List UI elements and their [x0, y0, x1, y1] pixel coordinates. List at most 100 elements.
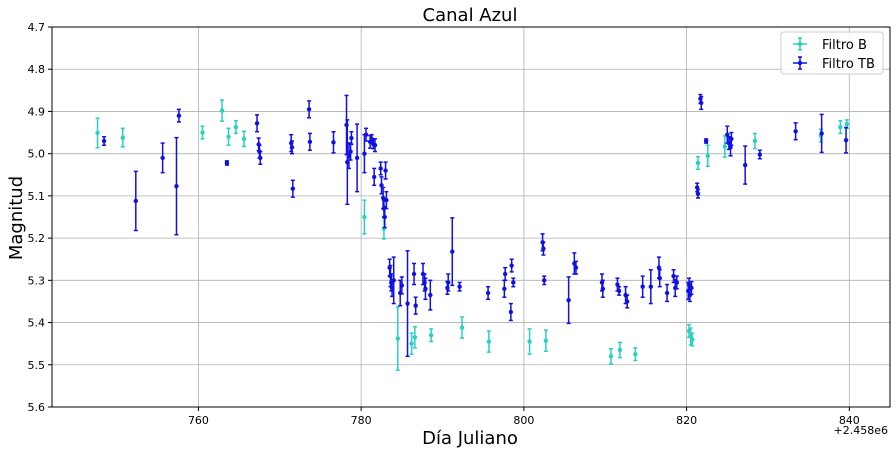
data-point [349, 135, 354, 141]
data-point [331, 140, 336, 145]
legend-marker-point [797, 41, 803, 47]
data-point [674, 280, 680, 285]
data-point [573, 265, 579, 270]
data-point [428, 292, 433, 298]
data-point [752, 138, 758, 144]
data-point [391, 278, 396, 283]
data-point [133, 198, 138, 204]
data-point [258, 155, 263, 161]
data-point [509, 263, 514, 268]
data-point [664, 290, 670, 296]
x-axis-label: Día Juliano [422, 428, 518, 449]
data-point [384, 197, 389, 203]
data-point [120, 135, 125, 140]
data-point [695, 160, 701, 166]
data-point [694, 185, 700, 190]
data-point [690, 337, 695, 342]
legend: Filtro B Filtro TB [780, 31, 884, 75]
y-axis-label: Magnitud [6, 176, 27, 260]
data-point [608, 354, 614, 359]
data-point [615, 282, 620, 287]
data-point [656, 265, 662, 270]
data-point [290, 186, 296, 191]
data-point [383, 168, 388, 173]
data-point [511, 280, 516, 285]
data-point [241, 136, 247, 142]
data-point [224, 160, 230, 166]
data-point [843, 137, 849, 143]
y-tick-label: 5.0 [28, 148, 46, 161]
data-point [160, 155, 165, 161]
data-point [450, 249, 455, 254]
data-point [412, 335, 418, 340]
data-point [200, 130, 205, 135]
data-point [729, 136, 734, 142]
data-point [174, 183, 179, 189]
series-filtro-b [95, 99, 850, 372]
x-tick-label: 800 [513, 414, 534, 427]
data-point [378, 166, 383, 171]
data-point [705, 153, 710, 158]
data-point [354, 155, 360, 161]
data-point [428, 333, 434, 338]
y-tick-label: 5.4 [28, 317, 46, 330]
data-point [625, 299, 630, 304]
data-point [176, 113, 182, 118]
data-point [219, 108, 225, 113]
data-point [101, 138, 107, 144]
data-point [699, 100, 704, 106]
x-axis-offset-label: +2.458e6 [834, 424, 888, 437]
x-axis-ticks: 760 780 800 820 840 [188, 407, 860, 427]
data-point [485, 290, 491, 296]
data-point [725, 132, 730, 137]
data-point [254, 121, 260, 126]
chart-title: Canal Azul [423, 5, 518, 26]
data-point [671, 273, 676, 279]
data-point [844, 121, 850, 127]
data-point [502, 286, 507, 291]
data-point [459, 325, 465, 330]
data-point [399, 283, 405, 288]
data-point [657, 276, 662, 281]
data-point [457, 284, 462, 289]
data-point [95, 130, 100, 136]
data-point [633, 352, 638, 357]
legend-label: Filtro TB [822, 57, 875, 72]
data-point [382, 214, 387, 220]
data-point [380, 195, 386, 201]
x-tick-label: 840 [839, 414, 860, 427]
data-point [527, 339, 532, 344]
legend-marker-point [797, 60, 803, 66]
y-tick-label: 5.5 [28, 359, 46, 372]
data-point [348, 149, 353, 154]
data-point [405, 301, 410, 306]
data-point [413, 303, 418, 308]
series-filtro-tb [101, 93, 849, 358]
data-point [689, 285, 694, 291]
data-point [686, 282, 692, 287]
y-tick-label: 5.2 [28, 232, 46, 245]
data-point [541, 246, 546, 251]
data-point [703, 138, 709, 144]
x-tick-label: 760 [188, 414, 209, 427]
data-point [728, 145, 733, 150]
y-tick-label: 5.1 [28, 190, 46, 203]
data-point [648, 284, 654, 289]
plot-frame [51, 26, 891, 408]
data-point [502, 271, 508, 277]
data-point [446, 280, 451, 285]
legend-label: Filtro B [822, 38, 867, 53]
data-point [616, 288, 622, 294]
data-point [640, 284, 645, 289]
data-point [423, 286, 428, 291]
data-point [793, 129, 798, 134]
data-point [617, 347, 623, 353]
data-point [838, 124, 843, 130]
data-point [289, 145, 295, 150]
data-point [411, 271, 417, 277]
x-tick-label: 820 [676, 414, 697, 427]
data-series [95, 93, 850, 372]
y-tick-label: 4.9 [28, 105, 46, 118]
data-point [566, 297, 571, 303]
data-point [543, 338, 549, 343]
